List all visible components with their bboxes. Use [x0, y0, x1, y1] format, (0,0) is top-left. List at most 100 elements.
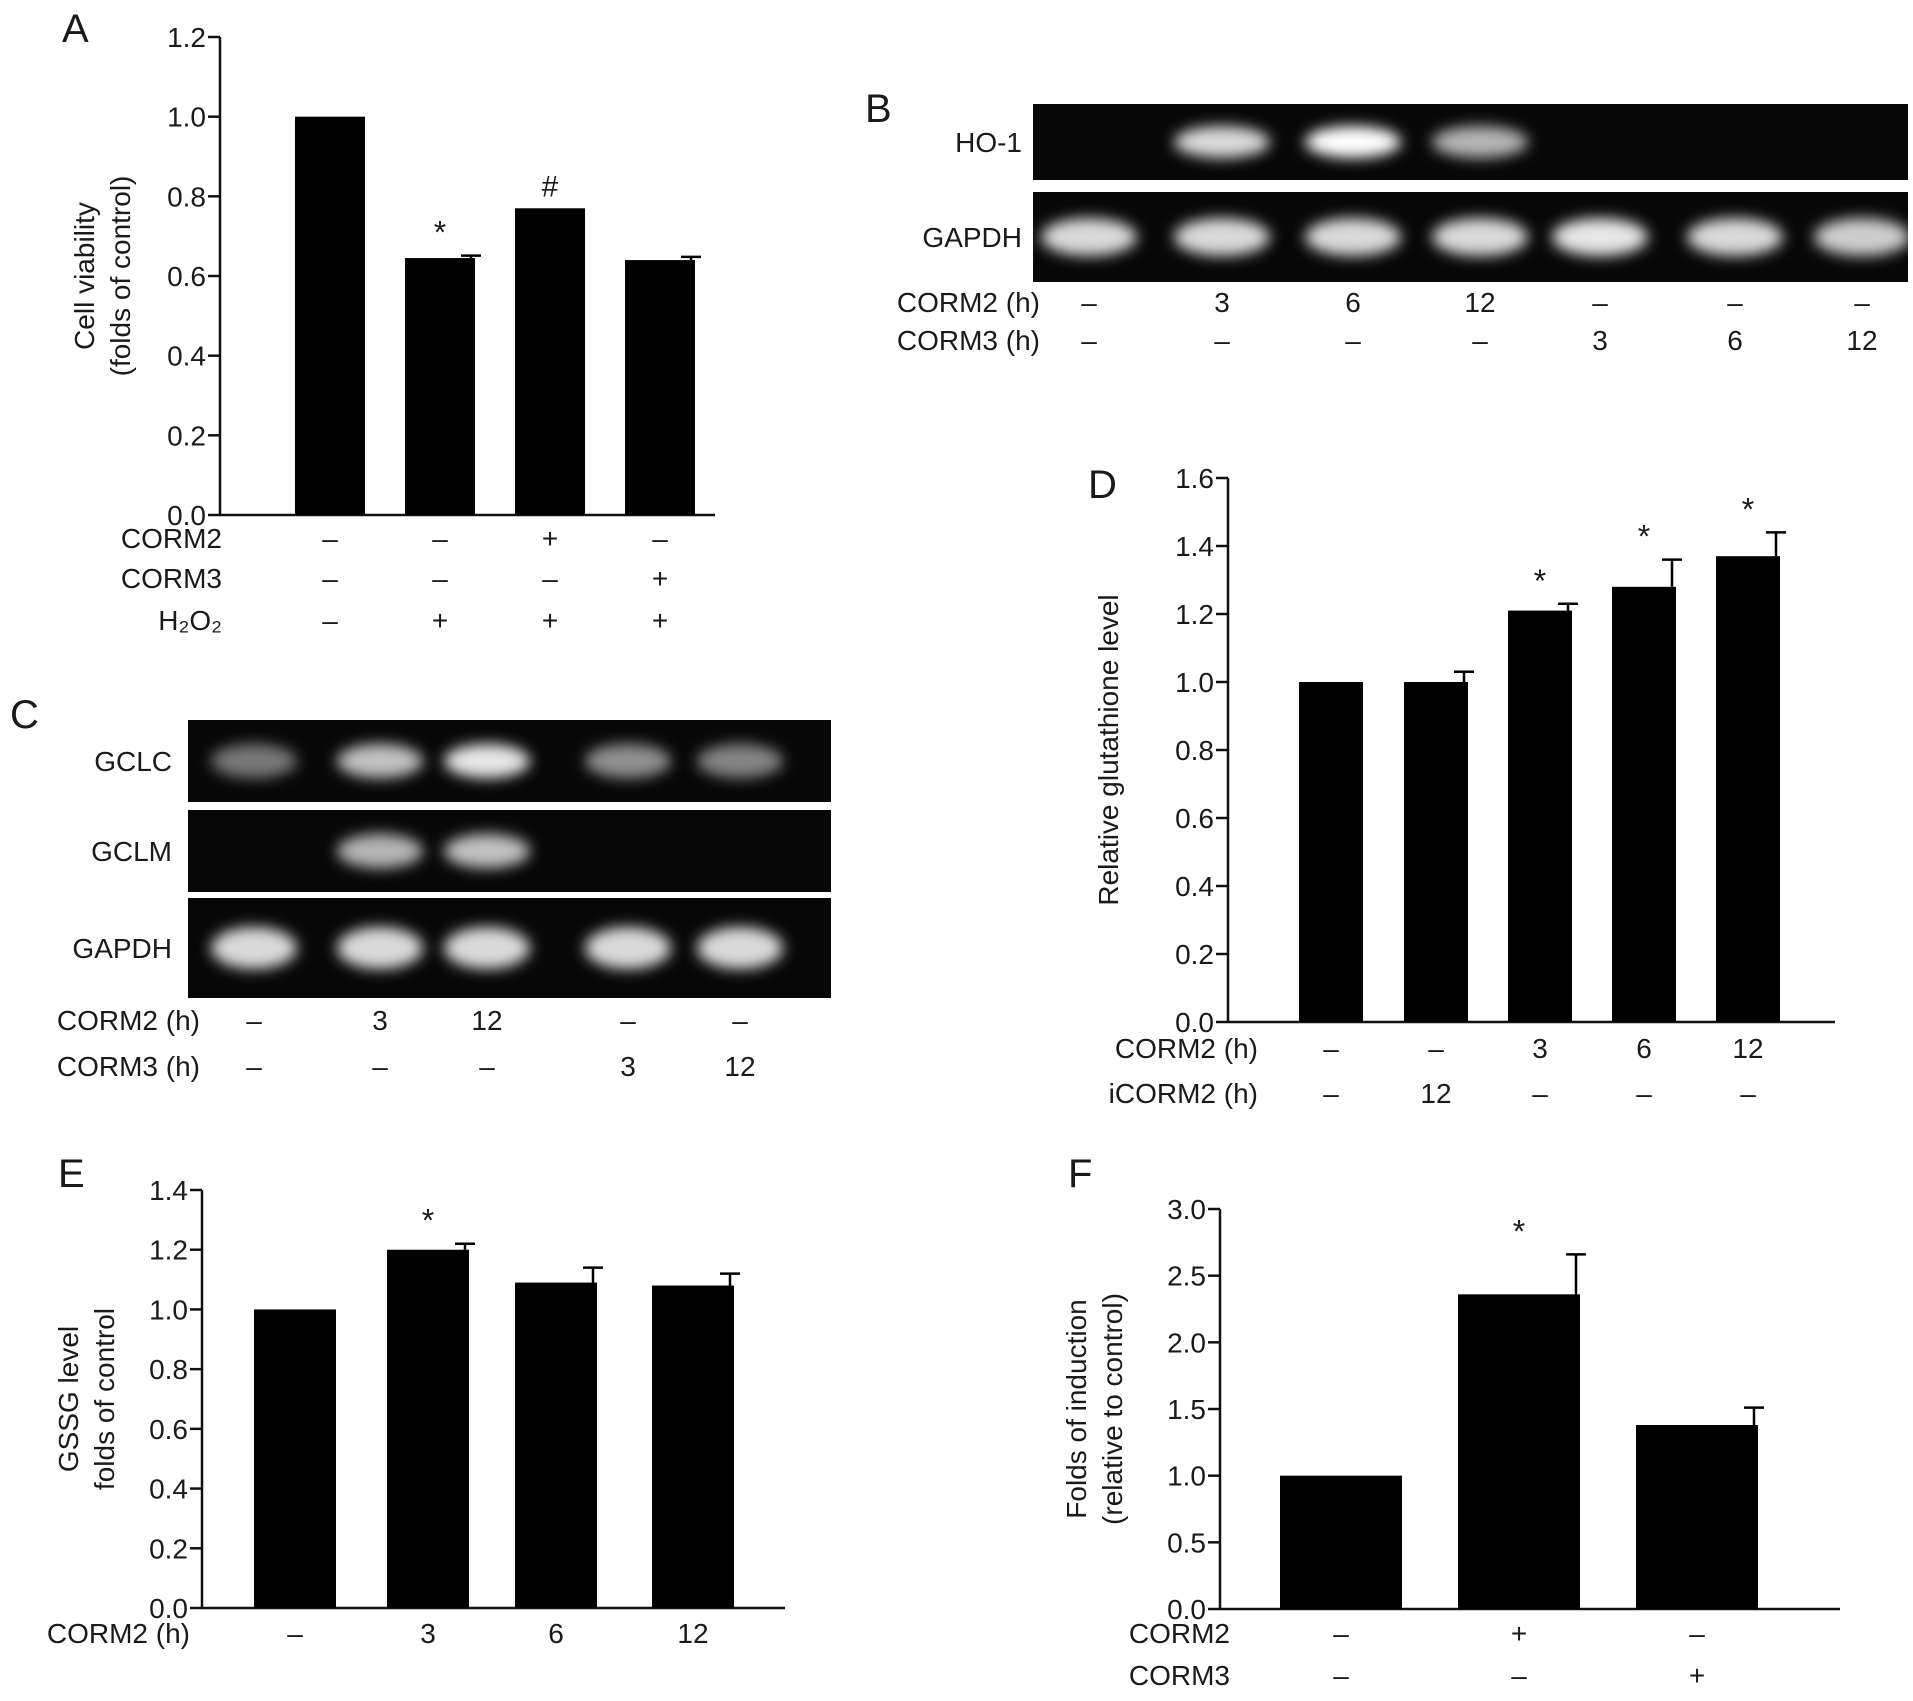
condition-label-f: CORM3: [1129, 1660, 1230, 1691]
y-tick-label-d: 1.4: [1175, 531, 1214, 562]
gel-band-b: [1305, 218, 1401, 256]
condition-value-a: +: [652, 605, 668, 636]
gel-band-b: [1432, 126, 1528, 158]
condition-value-d: –: [1428, 1033, 1444, 1064]
condition-value-d: –: [1740, 1078, 1756, 1109]
gel-condition-value-c: –: [732, 1005, 748, 1036]
gel-condition-value-b: 3: [1592, 325, 1608, 356]
gel-blot-gclc-gclm-gapdh: GCLC GCLM GAPDH CORM2 (h) – 3 12 – – CORM3 (h) – – –…: [57, 720, 831, 1082]
condition-value-a: –: [322, 605, 338, 636]
panel-letter-a: A: [62, 7, 89, 51]
significance-mark-a-2: *: [434, 215, 446, 251]
significance-mark-a-3: #: [542, 170, 559, 203]
condition-value-d: –: [1636, 1078, 1652, 1109]
gel-band-c: [337, 833, 423, 869]
bar-f-2: [1458, 1294, 1580, 1609]
condition-label-a: CORM3: [121, 563, 222, 594]
condition-label-d: CORM2 (h): [1115, 1033, 1258, 1064]
gel-condition-value-c: 12: [471, 1005, 502, 1036]
condition-value-d: 6: [1636, 1033, 1652, 1064]
gel-condition-value-b: 12: [1464, 287, 1495, 318]
y-tick-label-e: 0.6: [149, 1414, 188, 1445]
condition-value-a: +: [542, 523, 558, 554]
y-tick-label-a: 0.0: [167, 500, 206, 531]
bar-a-1: [295, 116, 365, 516]
gel-band-b: [1174, 218, 1270, 256]
gel-row-label-c: GCLM: [91, 836, 172, 867]
y-axis-label-e: GSSG level: [53, 1326, 84, 1472]
condition-value-a: –: [322, 523, 338, 554]
gel-condition-value-b: –: [1081, 287, 1097, 318]
condition-value-a: +: [542, 605, 558, 636]
gel-band-c: [444, 743, 530, 779]
y-tick-label-e: 0.2: [149, 1533, 188, 1564]
y-tick-label-a: 0.2: [167, 420, 206, 451]
condition-value-e: 6: [548, 1618, 564, 1649]
gel-blot-ho1-gapdh: HO-1 GAPDH CORM2 (h) – 3 6 12 – – – CORM3 (h) – – – – 3…: [897, 104, 1910, 356]
gel-condition-label-b: CORM2 (h): [897, 287, 1040, 318]
gel-band-c: [337, 743, 423, 779]
y-tick-label-e: 1.0: [149, 1294, 188, 1325]
bar-d-2: [1404, 682, 1468, 1022]
condition-value-e: –: [287, 1618, 303, 1649]
condition-value-d: 12: [1732, 1033, 1763, 1064]
gel-condition-value-b: –: [1214, 325, 1230, 356]
gel-band-c: [211, 927, 297, 969]
bar-f-1: [1280, 1475, 1402, 1609]
gel-condition-label-c: CORM2 (h): [57, 1005, 200, 1036]
condition-label-a: CORM2: [121, 523, 222, 554]
gel-condition-value-c: 3: [620, 1051, 636, 1082]
significance-mark-d-5: *: [1742, 491, 1754, 527]
gel-condition-value-b: –: [1727, 287, 1743, 318]
gel-condition-value-b: –: [1472, 325, 1488, 356]
y-tick-label-d: 0.4: [1175, 871, 1214, 902]
y-tick-label-d: 1.6: [1175, 463, 1214, 494]
gel-row-label-c: GAPDH: [72, 933, 172, 964]
gel-band-c: [444, 833, 530, 869]
gel-condition-value-c: 12: [724, 1051, 755, 1082]
condition-label-d: iCORM2 (h): [1109, 1078, 1258, 1109]
y-tick-label-f: 1.0: [1167, 1461, 1206, 1492]
condition-value-a: –: [542, 563, 558, 594]
gel-band-b: [1687, 218, 1783, 256]
bar-d-1: [1299, 682, 1363, 1022]
y-tick-label-d: 0.0: [1175, 1007, 1214, 1038]
gel-band-c: [585, 743, 671, 779]
gel-band-b: [1814, 218, 1910, 256]
significance-mark-f-2: *: [1513, 1213, 1525, 1249]
condition-value-f: –: [1333, 1660, 1349, 1691]
panel-letter-d: D: [1088, 463, 1117, 507]
gel-condition-value-c: –: [372, 1051, 388, 1082]
bar-d-3: [1508, 610, 1572, 1022]
gel-row-label-b: GAPDH: [922, 222, 1022, 253]
gel-condition-value-c: –: [246, 1005, 262, 1036]
bar-e-3: [515, 1282, 597, 1608]
bar-chart-cell-viability: 0.0 0.2 0.4 0.6 0.8 1.0 1.2 Cell viability (fold…: [69, 22, 715, 636]
condition-label-a: H₂O₂: [158, 605, 222, 636]
gel-band-b: [1305, 126, 1401, 158]
gel-band-c: [211, 743, 297, 779]
y-axis-label-f: Folds of induction: [1061, 1299, 1092, 1518]
gel-condition-label-c: CORM3 (h): [57, 1051, 200, 1082]
bar-e-2: [387, 1249, 469, 1608]
gel-condition-value-b: –: [1345, 325, 1361, 356]
bar-e-4: [652, 1285, 734, 1608]
condition-value-a: –: [322, 563, 338, 594]
gel-row-label-c: GCLC: [94, 746, 172, 777]
gel-condition-value-c: 3: [372, 1005, 388, 1036]
y-tick-label-a: 0.8: [167, 181, 206, 212]
bar-a-3: [515, 208, 585, 516]
condition-value-d: –: [1532, 1078, 1548, 1109]
gel-condition-label-b: CORM3 (h): [897, 325, 1040, 356]
condition-value-f: –: [1333, 1618, 1349, 1649]
y-tick-label-f: 2.0: [1167, 1327, 1206, 1358]
panel-letter-c: C: [10, 693, 39, 737]
condition-value-f: –: [1689, 1618, 1705, 1649]
y-tick-label-d: 0.2: [1175, 939, 1214, 970]
bar-f-3: [1636, 1425, 1758, 1609]
y-tick-label-e: 0.0: [149, 1593, 188, 1624]
y-tick-label-d: 1.0: [1175, 667, 1214, 698]
y-tick-label-e: 0.8: [149, 1354, 188, 1385]
condition-value-e: 3: [420, 1618, 436, 1649]
